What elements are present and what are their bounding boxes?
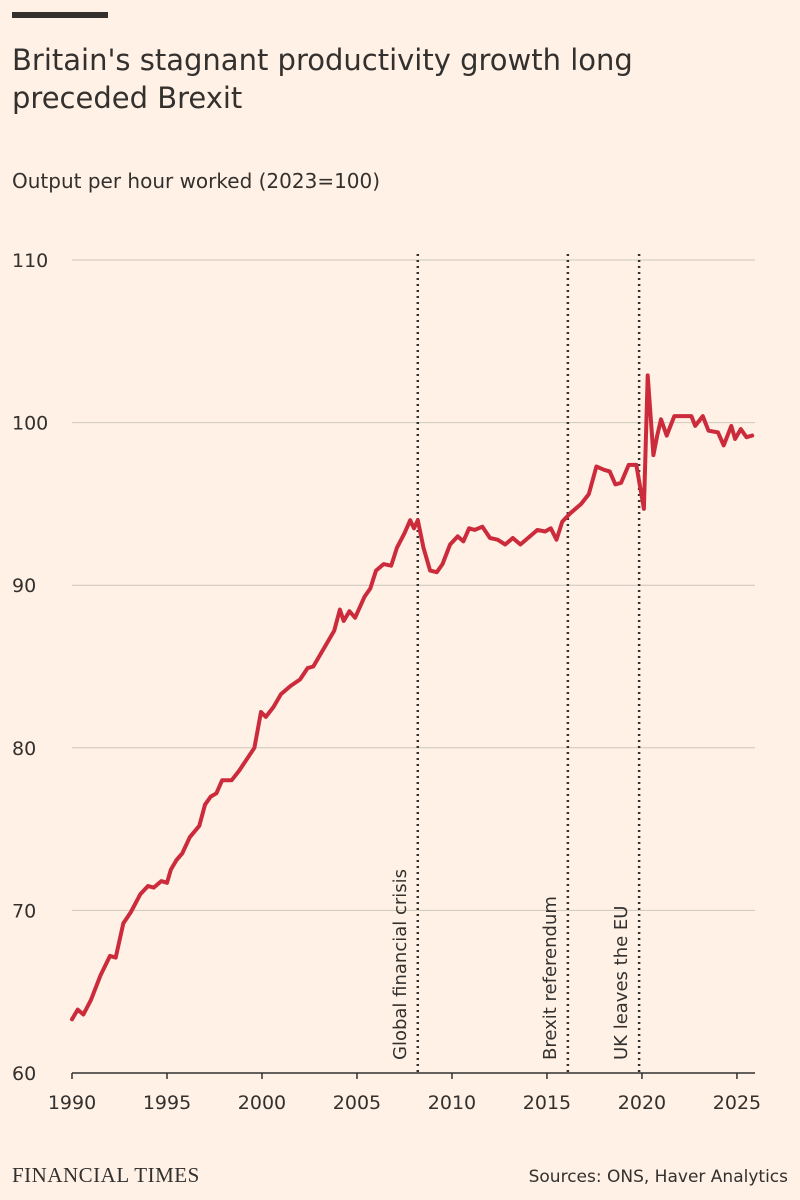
x-tick-label: 2020 [618,1092,666,1114]
x-tick-label: 2005 [333,1092,381,1114]
brand: FINANCIAL TIMES [12,1163,200,1187]
source: Sources: ONS, Haver Analytics [529,1167,789,1187]
chart-subtitle: Output per hour worked (2023=100) [12,169,380,193]
y-tick-label: 110 [12,250,48,272]
y-tick-label: 100 [12,413,48,435]
brand-bar [12,12,108,18]
x-tick-label: 2000 [238,1092,286,1114]
event-label: Global financial crisis [390,869,411,1060]
y-tick-label: 70 [12,900,36,922]
title-line: Britain's stagnant productivity growth l… [12,43,633,77]
x-tick-label: 1990 [48,1092,96,1114]
x-tick-label: 2010 [428,1092,476,1114]
y-tick-label: 60 [12,1063,36,1085]
title-line: preceded Brexit [12,81,242,115]
x-tick-label: 2015 [523,1092,571,1114]
chart-title: Britain's stagnant productivity growth l… [12,43,633,115]
y-tick-label: 90 [12,575,36,597]
series-line [70,373,755,1022]
x-tick-label: 2025 [713,1092,761,1114]
event-label: Brexit referendum [540,896,561,1060]
x-tick-label: 1995 [143,1092,191,1114]
y-tick-label: 80 [12,738,36,760]
event-label: UK leaves the EU [611,906,632,1060]
